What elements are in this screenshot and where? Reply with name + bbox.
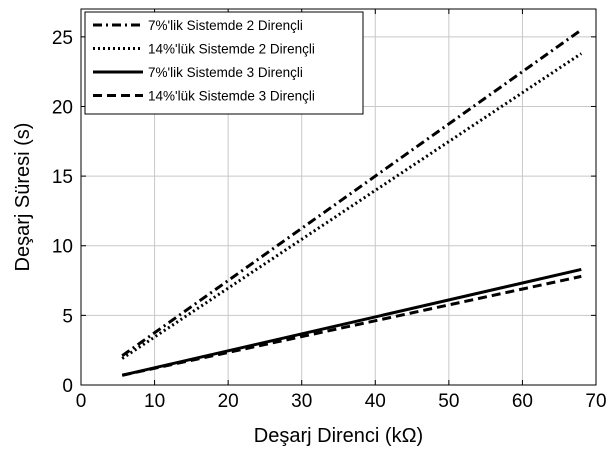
y-axis-label: Deşarj Süresi (s) [12,123,34,272]
series-group [121,28,583,377]
x-axis-label: Deşarj Direnci (kΩ) [254,425,423,447]
legend-label-1: 7%'lik Sistemde 2 Dirençli [148,18,303,33]
plot-frame [80,8,597,386]
legend-box [84,11,364,115]
x-tick-label: 10 [144,391,165,412]
y-tick-label: 15 [52,167,73,188]
y-tick-label: 25 [52,28,73,49]
ticks [80,9,597,386]
x-tick-label: 20 [218,391,239,412]
legend: 7%'lik Sistemde 2 Dirençli 14%'lük Sistem… [84,11,364,115]
x-tick-label: 50 [438,391,459,412]
x-tick-label: 70 [585,391,606,412]
legend-label-4: 14%'lük Sistemde 3 Dirençli [148,89,315,104]
x-tick-label: 40 [365,391,386,412]
y-tick-label: 10 [52,237,73,258]
y-tick-label: 20 [52,97,73,118]
x-tick-label: 60 [512,391,533,412]
legend-label-2: 14%'lük Sistemde 2 Dirençli [148,42,315,57]
tick-labels: 0 10 20 30 40 50 60 70 0 5 10 15 20 25 [52,28,607,412]
x-tick-label: 0 [76,391,87,412]
y-tick-label: 5 [62,306,73,327]
series-line-1 [121,28,583,357]
series-line-4 [121,274,582,377]
x-tick-label: 30 [291,391,312,412]
series-line-2 [121,52,583,360]
legend-label-3: 7%'lik Sistemde 3 Dirençli [148,65,303,80]
y-tick-label: 0 [62,376,73,397]
